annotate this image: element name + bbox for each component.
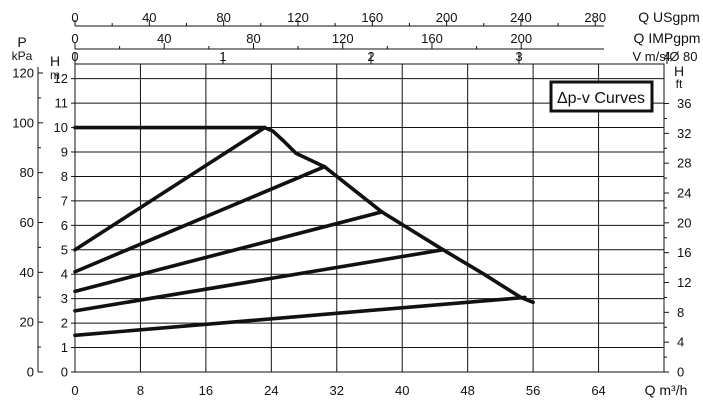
pressure-tick-label: 40 bbox=[20, 265, 34, 280]
pressure-axis-unit: kPa bbox=[12, 49, 33, 63]
feet-tick-label: 8 bbox=[677, 305, 684, 320]
curve-series-6 bbox=[73, 125, 535, 305]
feet-tick-label: 20 bbox=[677, 215, 691, 230]
top-tick-label-usgpm: 240 bbox=[510, 10, 532, 25]
x-tick-label-m3h: 32 bbox=[330, 383, 344, 398]
x-tick-label-m3h: 64 bbox=[591, 383, 605, 398]
axes-layer bbox=[37, 20, 669, 373]
feet-tick-label: 24 bbox=[677, 186, 691, 201]
y-tick-label-m: 7 bbox=[61, 193, 68, 208]
x-axis-label-velocity: V m/s Ø 80 bbox=[632, 49, 697, 64]
feet-axis-label: H bbox=[674, 63, 684, 79]
x-tick-label-m3h: 48 bbox=[460, 383, 474, 398]
curve-series-4 bbox=[73, 247, 445, 313]
pressure-tick-label: 120 bbox=[12, 65, 34, 80]
y-tick-label-m: 8 bbox=[61, 169, 68, 184]
y-axis-label-h-unit: m bbox=[50, 68, 60, 82]
feet-tick-label: 36 bbox=[677, 96, 691, 111]
top-tick-label-impgpm: 120 bbox=[332, 31, 354, 46]
top-tick-label-impgpm: 0 bbox=[71, 31, 78, 46]
y-tick-label-m: 3 bbox=[61, 291, 68, 306]
feet-axis-unit: ft bbox=[676, 77, 683, 91]
top-tick-label-usgpm: 40 bbox=[142, 10, 156, 25]
x-axis-label-usgpm: Q USgpm bbox=[638, 9, 699, 25]
top-tick-label-velocity: 2 bbox=[367, 49, 374, 64]
curve-series-5 bbox=[73, 295, 527, 338]
plot-frame bbox=[74, 63, 665, 373]
feet-tick-label: 4 bbox=[677, 335, 684, 350]
y-tick-label-m: 0 bbox=[61, 365, 68, 380]
top-tick-label-impgpm: 200 bbox=[510, 31, 532, 46]
x-axis-label-m3h: Q m³/h bbox=[645, 382, 688, 398]
x-tick-label-m3h: 16 bbox=[199, 383, 213, 398]
top-tick-label-velocity: 4 bbox=[663, 49, 670, 64]
top-tick-label-velocity: 1 bbox=[219, 49, 226, 64]
y-tick-label-m: 1 bbox=[61, 340, 68, 355]
pressure-tick-label: 0 bbox=[27, 365, 34, 380]
top-tick-label-usgpm: 120 bbox=[287, 10, 309, 25]
curve-series-3 bbox=[73, 210, 384, 294]
top-tick-label-impgpm: 40 bbox=[157, 31, 171, 46]
x-tick-label-m3h: 40 bbox=[395, 383, 409, 398]
y-tick-label-m: 11 bbox=[55, 96, 69, 111]
x-axis-label-impgpm: Q IMPgpm bbox=[634, 30, 701, 46]
curve-series-1 bbox=[73, 125, 267, 252]
top-tick-label-usgpm: 200 bbox=[436, 10, 458, 25]
curve-series-2 bbox=[73, 164, 327, 274]
pressure-tick-label: 80 bbox=[20, 165, 34, 180]
top-tick-label-usgpm: 80 bbox=[216, 10, 230, 25]
y-tick-label-m: 4 bbox=[61, 267, 68, 282]
top-tick-label-velocity: 3 bbox=[515, 49, 522, 64]
labels-layer: 0 8 16 24 32 40 48 56 64 Q m³/h0 40 80 120 160 200 240 2… bbox=[12, 9, 701, 398]
pressure-tick-label: 100 bbox=[12, 115, 34, 130]
grid-layer bbox=[74, 63, 665, 373]
feet-tick-label: 0 bbox=[677, 365, 684, 380]
feet-tick-label: 16 bbox=[677, 245, 691, 260]
x-tick-label-m3h: 24 bbox=[264, 383, 278, 398]
feet-tick-label: 32 bbox=[677, 126, 691, 141]
y-tick-label-m: 10 bbox=[54, 120, 68, 135]
feet-tick-label: 12 bbox=[677, 275, 691, 290]
y-axis-label-h: H bbox=[50, 53, 60, 69]
top-tick-label-velocity: 0 bbox=[71, 49, 78, 64]
legend-box: Δp-v Curves bbox=[549, 80, 654, 113]
x-tick-label-m3h: 56 bbox=[526, 383, 540, 398]
feet-tick-label: 28 bbox=[677, 156, 691, 171]
pressure-axis-label: P bbox=[17, 34, 26, 50]
x-tick-label-m3h: 8 bbox=[137, 383, 144, 398]
y-tick-label-m: 12 bbox=[54, 71, 68, 86]
curves-layer bbox=[73, 125, 535, 338]
pressure-tick-label: 60 bbox=[20, 215, 34, 230]
y-tick-label-m: 2 bbox=[61, 316, 68, 331]
x-tick-label-m3h: 0 bbox=[71, 383, 78, 398]
pressure-tick-label: 20 bbox=[20, 315, 34, 330]
top-tick-label-usgpm: 160 bbox=[361, 10, 383, 25]
y-tick-label-m: 5 bbox=[61, 242, 68, 257]
top-tick-label-usgpm: 0 bbox=[71, 10, 78, 25]
chart-title: Δp-v Curves bbox=[557, 90, 645, 107]
top-tick-label-usgpm: 280 bbox=[584, 10, 606, 25]
top-tick-label-impgpm: 80 bbox=[246, 31, 260, 46]
y-tick-label-m: 6 bbox=[61, 218, 68, 233]
top-tick-label-impgpm: 160 bbox=[421, 31, 443, 46]
y-tick-label-m: 9 bbox=[61, 145, 68, 160]
